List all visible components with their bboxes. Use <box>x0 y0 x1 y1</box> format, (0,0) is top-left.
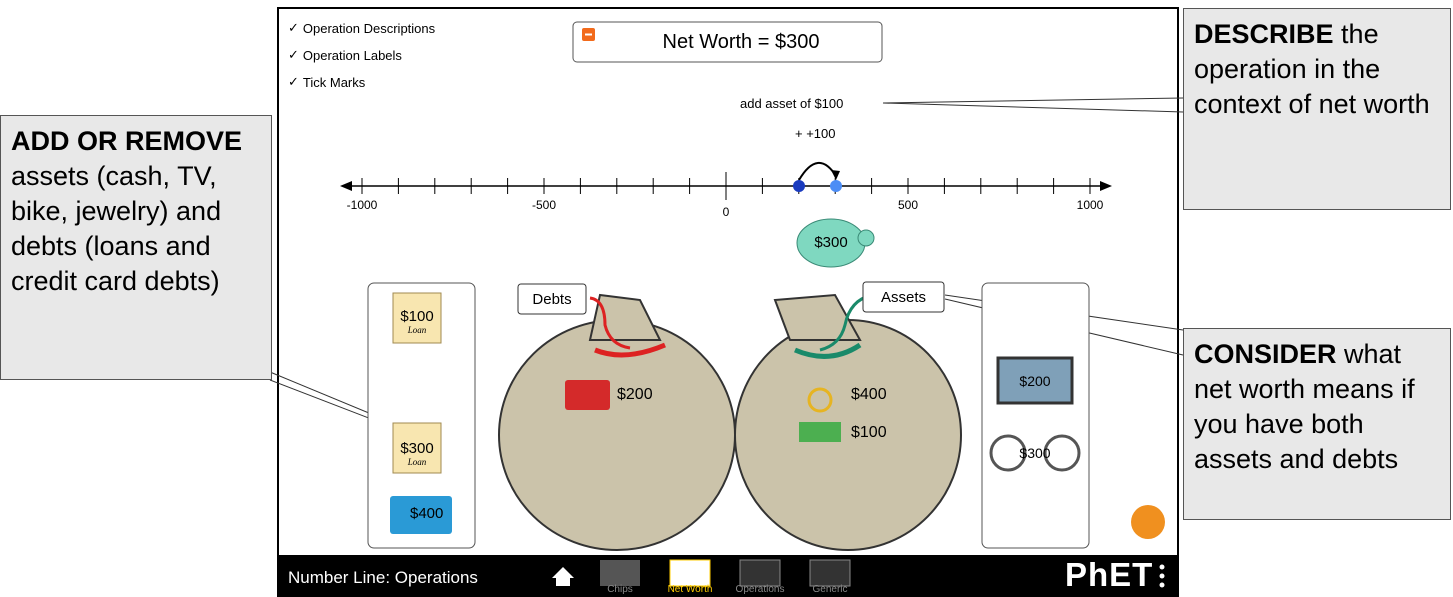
assets-label: Assets <box>863 289 944 306</box>
piggy-value: $300 <box>797 234 865 251</box>
tv-value: $200 <box>998 373 1072 389</box>
checkbox[interactable]: ✓ Tick Marks <box>288 74 365 90</box>
operation-label: + +100 <box>795 126 836 141</box>
debt-item: $200 <box>617 386 653 404</box>
tick-label: 0 <box>723 205 730 219</box>
asset-item: $400 <box>851 386 887 404</box>
menu-dot[interactable] <box>1160 583 1165 588</box>
tab-label[interactable]: Chips <box>607 584 633 595</box>
tab-label[interactable]: Generic <box>812 584 847 595</box>
tab-icon[interactable] <box>600 560 640 586</box>
loan-kind: Loan <box>393 457 441 467</box>
tab-icon[interactable] <box>740 560 780 586</box>
asset-item: $100 <box>851 424 887 442</box>
tab-icon[interactable] <box>670 560 710 586</box>
loan-kind: Loan <box>393 325 441 335</box>
tick-label: 500 <box>898 198 918 212</box>
asset-box <box>982 283 1089 548</box>
callout-bold: ADD OR REMOVE <box>11 126 242 156</box>
tick-label: -500 <box>532 198 556 212</box>
callout-bold: CONSIDER <box>1194 339 1337 369</box>
tick-label: -1000 <box>347 198 378 212</box>
credit-card[interactable] <box>565 380 610 410</box>
callout-right: CONSIDER what net worth means if you hav… <box>1183 328 1451 520</box>
callout-left: ADD OR REMOVE assets (cash, TV, bike, je… <box>0 115 272 380</box>
loan-amount: $100 <box>393 308 441 325</box>
net-worth: Net Worth = $300 <box>600 31 882 54</box>
tick-label: 1000 <box>1077 198 1104 212</box>
start-point[interactable] <box>793 180 805 192</box>
tab-label[interactable]: Operations <box>736 584 785 595</box>
sim-title: Number Line: Operations <box>288 568 478 588</box>
checkbox-box[interactable]: ✓ <box>288 47 299 63</box>
card-amount: $400 <box>410 505 443 522</box>
assets-bag <box>735 320 961 550</box>
loan-amount: $300 <box>393 440 441 457</box>
bike-value: $300 <box>1000 445 1070 461</box>
page: {"callouts":{"left":{"bold":"ADD OR REMO… <box>0 0 1453 597</box>
checkbox[interactable]: ✓ Operation Descriptions <box>288 20 435 36</box>
callout-text: assets (cash, TV, bike, jewelry) and deb… <box>11 161 221 296</box>
checkbox-label: Operation Labels <box>303 48 402 63</box>
checkbox-box[interactable]: ✓ <box>288 20 299 36</box>
checkbox-label: Tick Marks <box>303 75 365 90</box>
callout-top-right: DESCRIBE the operation in the context of… <box>1183 8 1451 210</box>
callout-bold: DESCRIBE <box>1194 19 1334 49</box>
tab-label[interactable]: Net Worth <box>668 584 713 595</box>
checkbox[interactable]: ✓ Operation Labels <box>288 47 402 63</box>
operation-description: add asset of $100 <box>740 96 843 111</box>
menu-dot[interactable] <box>1160 574 1165 579</box>
cash[interactable] <box>799 422 841 442</box>
checkbox-label: Operation Descriptions <box>303 21 435 36</box>
checkbox-box[interactable]: ✓ <box>288 74 299 90</box>
menu-dot[interactable] <box>1160 565 1165 570</box>
tab-icon[interactable] <box>810 560 850 586</box>
debts-label: Debts <box>518 291 586 308</box>
phet-logo: PhET <box>1065 556 1153 594</box>
end-point[interactable] <box>830 180 842 192</box>
reset-button[interactable] <box>1131 505 1165 539</box>
